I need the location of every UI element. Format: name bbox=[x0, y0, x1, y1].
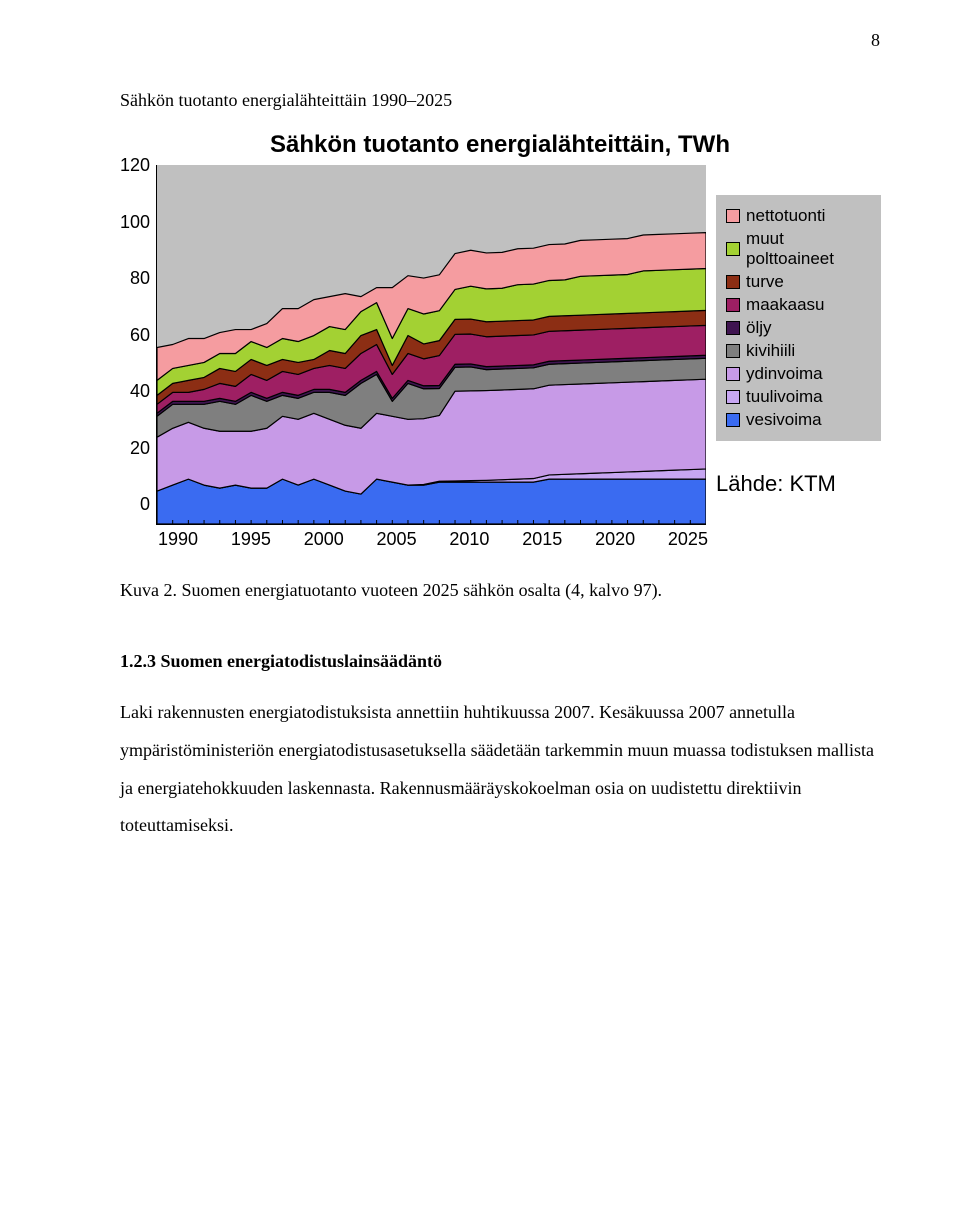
y-tick-label: 100 bbox=[120, 212, 150, 233]
y-tick-label: 0 bbox=[120, 494, 150, 515]
body-paragraph: Laki rakennusten energiatodistuksista an… bbox=[120, 694, 880, 845]
x-tick-label: 1995 bbox=[231, 529, 271, 550]
x-tick-label: 2015 bbox=[522, 529, 562, 550]
legend-box: nettotuonti muut polttoaineet turve maakaas… bbox=[716, 195, 881, 441]
x-tick-label: 2000 bbox=[304, 529, 344, 550]
legend-swatch bbox=[726, 275, 740, 289]
page-number: 8 bbox=[871, 30, 880, 51]
plot-area bbox=[156, 165, 706, 525]
legend-swatch bbox=[726, 242, 740, 256]
legend-item-muut-polttoaineet: muut polttoaineet bbox=[726, 229, 871, 269]
chart-container: Sähkön tuotanto energialähteittäin, TWh … bbox=[120, 131, 880, 550]
chart-title: Sähkön tuotanto energialähteittäin, TWh bbox=[120, 131, 880, 159]
legend-label: ydinvoima bbox=[746, 364, 823, 384]
doc-title: Sähkön tuotanto energialähteittäin 1990–… bbox=[120, 90, 880, 111]
legend-label: öljy bbox=[746, 318, 772, 338]
legend-label: muut polttoaineet bbox=[746, 229, 871, 269]
x-tick-label: 2005 bbox=[377, 529, 417, 550]
legend-label: kivihiili bbox=[746, 341, 795, 361]
x-tick-label: 1990 bbox=[158, 529, 198, 550]
legend-swatch bbox=[726, 321, 740, 335]
legend-item-kivihiili: kivihiili bbox=[726, 341, 871, 361]
legend-swatch bbox=[726, 344, 740, 358]
y-tick-label: 60 bbox=[120, 325, 150, 346]
legend-item-vesivoima: vesivoima bbox=[726, 410, 871, 430]
source-label: Lähde: KTM bbox=[716, 471, 881, 497]
y-tick-label: 80 bbox=[120, 268, 150, 289]
figure-caption: Kuva 2. Suomen energiatuotanto vuoteen 2… bbox=[120, 580, 880, 601]
section-heading: 1.2.3 Suomen energiatodistuslainsäädäntö bbox=[120, 651, 880, 672]
legend-swatch bbox=[726, 413, 740, 427]
x-tick-label: 2020 bbox=[595, 529, 635, 550]
legend-label: turve bbox=[746, 272, 784, 292]
legend-label: maakaasu bbox=[746, 295, 824, 315]
legend-label: tuulivoima bbox=[746, 387, 823, 407]
legend-swatch bbox=[726, 390, 740, 404]
legend-label: nettotuonti bbox=[746, 206, 825, 226]
legend-label: vesivoima bbox=[746, 410, 822, 430]
y-tick-label: 40 bbox=[120, 381, 150, 402]
legend-item-turve: turve bbox=[726, 272, 871, 292]
chart-side: nettotuonti muut polttoaineet turve maakaas… bbox=[706, 165, 881, 497]
legend-swatch bbox=[726, 367, 740, 381]
legend-item-tuulivoima: tuulivoima bbox=[726, 387, 871, 407]
y-tick-label: 20 bbox=[120, 438, 150, 459]
legend-swatch bbox=[726, 209, 740, 223]
x-tick-label: 2025 bbox=[668, 529, 708, 550]
legend-swatch bbox=[726, 298, 740, 312]
y-axis: 120 100 80 60 40 20 0 bbox=[120, 155, 156, 515]
legend-item-maakaasu: maakaasu bbox=[726, 295, 871, 315]
legend-item-nettotuonti: nettotuonti bbox=[726, 206, 871, 226]
legend-item-ydinvoima: ydinvoima bbox=[726, 364, 871, 384]
legend-item-oljy: öljy bbox=[726, 318, 871, 338]
x-tick-label: 2010 bbox=[449, 529, 489, 550]
y-tick-label: 120 bbox=[120, 155, 150, 176]
x-axis: 1990 1995 2000 2005 2010 2015 2020 2025 bbox=[158, 529, 708, 550]
